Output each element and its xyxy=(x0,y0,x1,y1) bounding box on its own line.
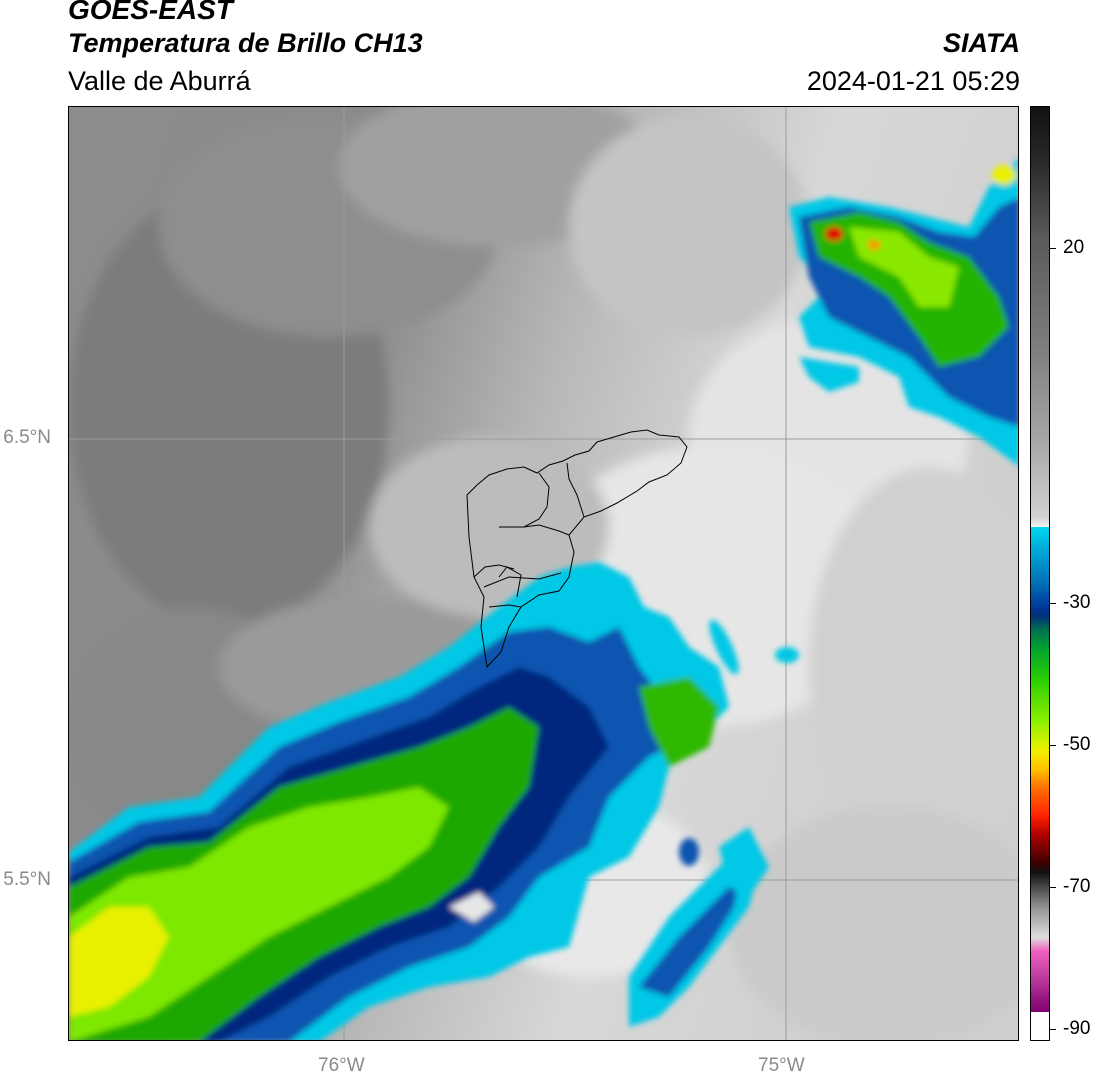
colorbar-label-minus50: -50 xyxy=(1063,734,1091,755)
se-cloud-streaks xyxy=(629,619,799,1027)
valley-line-3 xyxy=(499,524,570,536)
timestamp-label: 2024-01-21 05:29 xyxy=(806,66,1020,96)
se-streak-cyan2 xyxy=(719,827,769,897)
colorbar-label-minus30: -30 xyxy=(1063,592,1091,613)
valley-outline xyxy=(466,429,688,669)
lat-label-6-5n: 6.5°N xyxy=(3,427,51,448)
colorbar-tick-minus50 xyxy=(1049,745,1056,746)
ne-cloud-system xyxy=(789,158,1018,466)
sw-cloud-yellow xyxy=(69,907,169,1017)
colorbar-label-20: 20 xyxy=(1063,237,1085,258)
lat-label-5-5n: 5.5°N xyxy=(3,869,51,890)
agency-label: SIATA xyxy=(943,28,1020,58)
colorbar-tick-minus30 xyxy=(1049,603,1056,604)
product-subtitle: Temperatura de Brillo CH13 xyxy=(68,28,423,58)
ne-core-yellow xyxy=(992,165,1016,185)
se-blob-cyan3 xyxy=(679,838,699,866)
satellite-map xyxy=(68,106,1019,1041)
valley-line-5 xyxy=(498,566,522,598)
se-streak-blue xyxy=(639,877,739,997)
ne-core-red xyxy=(825,227,843,241)
product-title: GOES-EAST xyxy=(68,0,233,25)
colorbar-tick-20 xyxy=(1049,248,1056,249)
se-blob-cyan xyxy=(775,647,799,663)
region-label: Valle de Aburrá xyxy=(68,66,251,96)
valley-line-2 xyxy=(566,462,585,518)
colorbar-tick-minus90 xyxy=(1049,1029,1056,1030)
lon-label-76w: 76°W xyxy=(318,1055,365,1076)
ne-streak-cyan xyxy=(799,357,859,392)
valley-line-6 xyxy=(488,604,522,608)
colorbar-tick-minus70 xyxy=(1049,887,1056,888)
colorbar-label-minus90: -90 xyxy=(1063,1018,1091,1039)
sw-cloud-hole xyxy=(449,892,494,922)
valley-line-4 xyxy=(483,572,562,588)
map-svg xyxy=(69,107,1018,1040)
colorbar-label-minus70: -70 xyxy=(1063,876,1091,897)
sw-cloud-lime xyxy=(69,787,449,1040)
e-cloud-green xyxy=(639,677,719,767)
warm-texture xyxy=(69,107,1018,1040)
aburra-valley-boundaries xyxy=(466,429,688,669)
se-blob-cyan2 xyxy=(709,619,739,675)
valley-line-1 xyxy=(523,472,550,528)
sw-cloud-system xyxy=(69,562,729,1040)
lon-label-75w: 75°W xyxy=(758,1055,805,1076)
ne-core-orange xyxy=(868,240,880,250)
colorbar xyxy=(1030,106,1050,1041)
valley-line-7 xyxy=(473,564,515,578)
